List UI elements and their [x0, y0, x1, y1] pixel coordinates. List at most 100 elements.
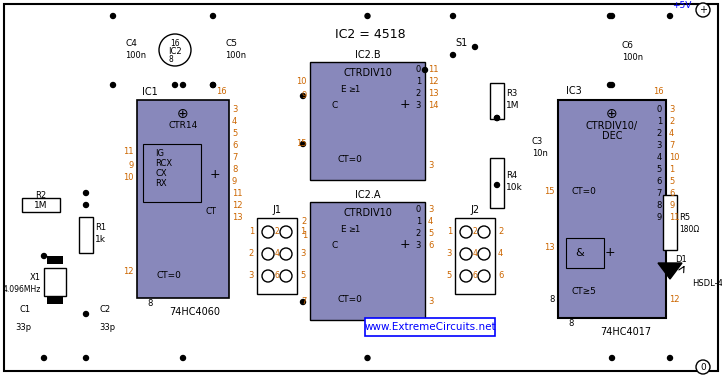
Text: 100n: 100n: [622, 54, 643, 63]
Text: 4: 4: [669, 129, 674, 138]
Text: 6: 6: [232, 141, 238, 150]
Circle shape: [472, 45, 477, 50]
Text: 180Ω: 180Ω: [679, 225, 699, 234]
Text: E: E: [340, 225, 346, 234]
Text: 5: 5: [447, 272, 452, 280]
Circle shape: [668, 13, 672, 18]
Text: 9: 9: [232, 177, 238, 186]
Text: C6: C6: [622, 42, 634, 51]
Text: CT≥5: CT≥5: [572, 288, 597, 297]
Text: CT=0: CT=0: [157, 272, 181, 280]
Text: ≥1: ≥1: [348, 86, 360, 94]
Circle shape: [460, 226, 472, 238]
Text: +: +: [605, 246, 615, 259]
Text: 8: 8: [147, 298, 152, 307]
Circle shape: [478, 270, 490, 282]
Text: 13: 13: [428, 90, 439, 99]
Bar: [47, 256, 63, 264]
Text: 1: 1: [249, 228, 254, 237]
Text: 9: 9: [302, 92, 307, 100]
Circle shape: [211, 13, 215, 18]
Text: 100n: 100n: [125, 51, 146, 60]
Text: 4: 4: [498, 249, 503, 258]
Text: CT=0: CT=0: [338, 296, 362, 304]
Bar: [310, 62, 425, 180]
Circle shape: [262, 248, 274, 260]
Text: 12: 12: [669, 296, 679, 304]
Text: RX: RX: [155, 180, 167, 189]
Circle shape: [110, 82, 116, 87]
Text: 12: 12: [123, 267, 134, 276]
Bar: [490, 83, 504, 119]
Text: +: +: [699, 5, 707, 15]
Circle shape: [365, 356, 370, 360]
Text: +5V: +5V: [671, 2, 691, 10]
Text: CT=0: CT=0: [572, 188, 597, 196]
Text: 9: 9: [129, 162, 134, 171]
Text: DEC: DEC: [601, 131, 622, 141]
Text: 5: 5: [669, 177, 674, 186]
Text: 1: 1: [669, 165, 674, 174]
Text: 8: 8: [549, 296, 555, 304]
Text: 1: 1: [300, 228, 305, 237]
Text: CX: CX: [155, 170, 167, 178]
Text: 1M: 1M: [506, 100, 520, 109]
Text: ≥1: ≥1: [348, 225, 360, 234]
Text: 74HC4060: 74HC4060: [170, 307, 220, 317]
Text: C5: C5: [225, 39, 237, 48]
Bar: [79, 217, 93, 253]
Text: 0: 0: [416, 66, 421, 75]
Text: 0: 0: [657, 105, 662, 114]
Circle shape: [84, 356, 89, 360]
Text: 15: 15: [544, 188, 555, 196]
Text: 9: 9: [657, 213, 662, 222]
Bar: [257, 218, 297, 294]
Text: D1: D1: [675, 255, 687, 264]
Text: 16: 16: [653, 87, 664, 96]
Text: 1k: 1k: [95, 234, 106, 243]
Text: 8: 8: [568, 320, 573, 328]
Text: 3: 3: [428, 162, 433, 171]
Text: 6: 6: [473, 272, 477, 280]
Circle shape: [41, 356, 46, 360]
Text: 8: 8: [656, 201, 662, 210]
Text: 7: 7: [669, 141, 674, 150]
Text: 3: 3: [656, 141, 662, 150]
Text: C1: C1: [20, 306, 31, 315]
Text: 7: 7: [302, 297, 307, 306]
Text: 3: 3: [669, 105, 674, 114]
Text: 6: 6: [498, 272, 503, 280]
Text: 1: 1: [302, 231, 307, 240]
Text: 3: 3: [248, 272, 254, 280]
Text: 10: 10: [669, 153, 679, 162]
Text: C: C: [332, 100, 338, 109]
Text: IC2: IC2: [168, 46, 182, 56]
Text: 1: 1: [416, 78, 421, 87]
Bar: [44, 268, 66, 296]
Bar: [47, 296, 63, 304]
Text: 3: 3: [232, 105, 238, 114]
Text: R2: R2: [35, 192, 46, 201]
Circle shape: [300, 93, 305, 99]
Text: CTRDIV10/: CTRDIV10/: [586, 121, 638, 131]
Text: 2: 2: [302, 217, 307, 226]
Text: R4: R4: [506, 171, 517, 180]
Text: C3: C3: [532, 138, 543, 147]
Circle shape: [280, 226, 292, 238]
Text: 8: 8: [169, 54, 173, 63]
Circle shape: [668, 356, 672, 360]
Text: www.ExtremeCircuits.net: www.ExtremeCircuits.net: [364, 322, 496, 332]
Text: HSDL-4230: HSDL-4230: [692, 279, 722, 288]
Circle shape: [84, 312, 89, 316]
Text: CTRDIV10: CTRDIV10: [343, 208, 392, 218]
Text: 13: 13: [232, 213, 243, 222]
Text: 0: 0: [416, 206, 421, 214]
Text: +: +: [209, 168, 220, 180]
Text: 6: 6: [669, 189, 674, 198]
Text: 13: 13: [544, 243, 555, 252]
Text: 33p: 33p: [15, 324, 31, 333]
Text: 0: 0: [700, 363, 706, 372]
Text: X1: X1: [30, 273, 41, 282]
Text: 74HC4017: 74HC4017: [601, 327, 651, 337]
Circle shape: [280, 270, 292, 282]
